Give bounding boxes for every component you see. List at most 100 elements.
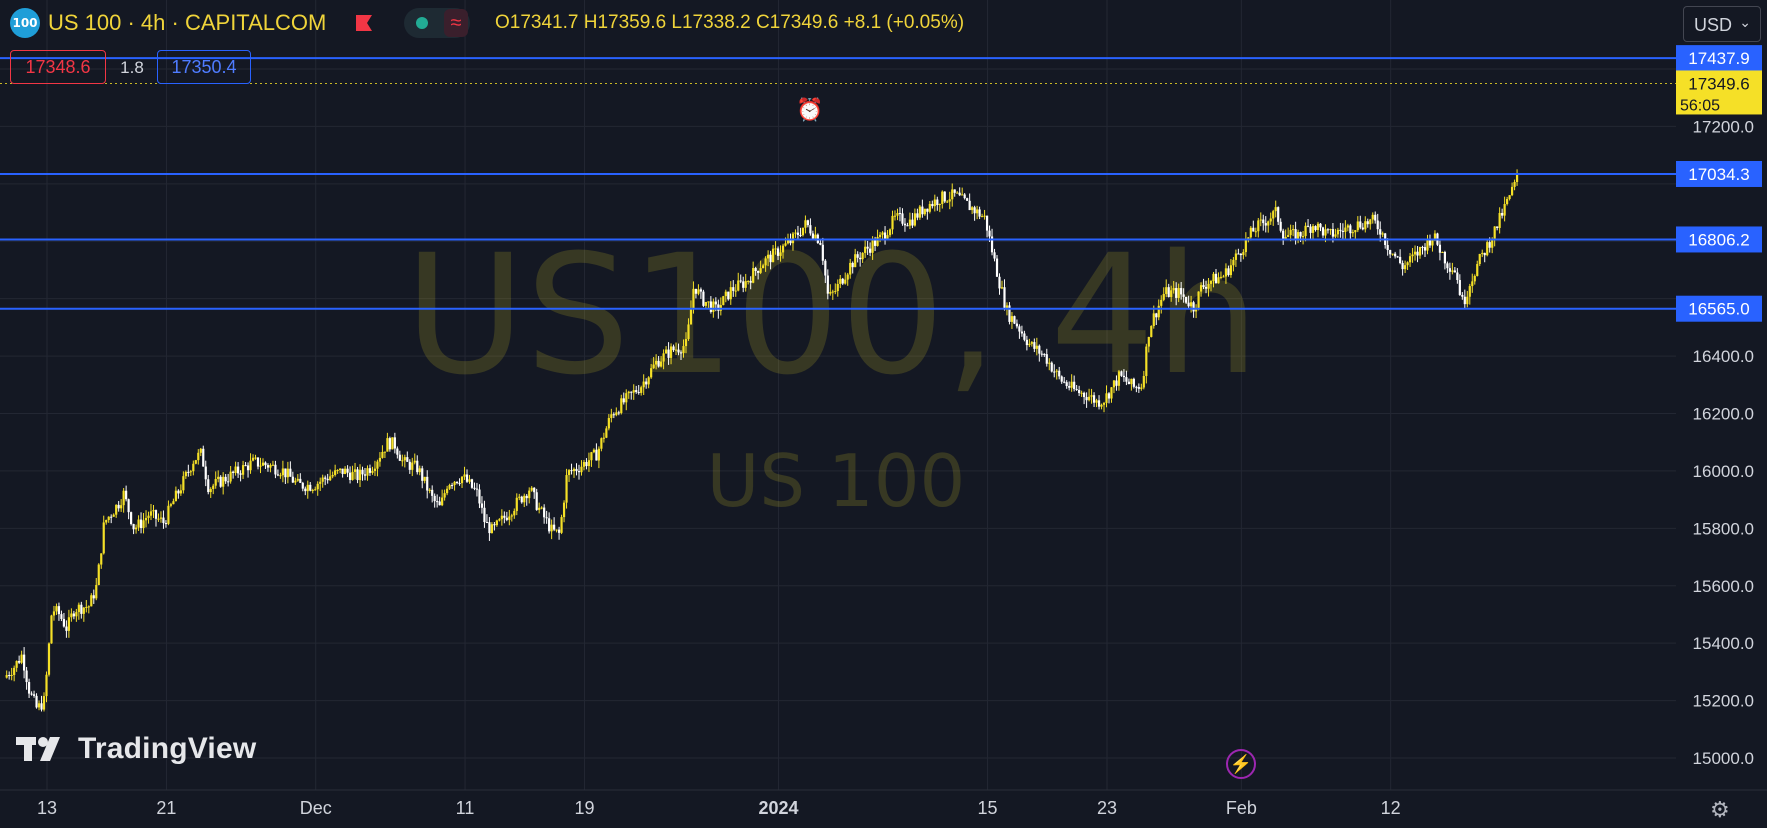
candle-body — [368, 468, 372, 473]
alarm-clock-icon[interactable]: ⏰ — [796, 97, 824, 122]
candle-body — [1110, 387, 1113, 399]
candle-body — [443, 493, 446, 498]
candle-body — [1090, 395, 1093, 397]
candle-body — [958, 192, 961, 196]
symbol-badge[interactable]: 100 — [10, 8, 40, 38]
candle-body — [1379, 229, 1382, 235]
candle-body — [102, 522, 105, 554]
candle-body — [776, 248, 780, 256]
candle-body — [346, 468, 349, 473]
candle-body — [1259, 219, 1262, 221]
level-price-tag[interactable] — [1676, 226, 1762, 253]
candle-body — [326, 478, 329, 481]
candle-body — [806, 220, 810, 226]
candle-body — [769, 254, 772, 263]
candle-body — [869, 248, 872, 253]
candle-body — [291, 476, 294, 483]
candle-body — [1503, 203, 1506, 216]
candle-body — [1033, 342, 1036, 349]
candle-body — [319, 481, 322, 484]
candle-body — [157, 518, 160, 520]
lightning-icon[interactable]: ⚡ — [1226, 749, 1256, 779]
candle-body — [928, 203, 931, 212]
candle-body — [1060, 376, 1063, 382]
candle-body — [941, 191, 944, 204]
market-open-dot-icon[interactable] — [416, 17, 428, 29]
candle-body — [1105, 393, 1108, 403]
candle-body — [1065, 382, 1068, 387]
watermark-sub: US 100 — [707, 439, 966, 523]
candle-body — [1376, 220, 1379, 230]
flag-icon[interactable] — [354, 14, 374, 32]
level-price-label: 17437.9 — [1688, 49, 1749, 68]
candle-body — [963, 194, 966, 199]
candle-body — [883, 232, 887, 239]
candle-body — [655, 360, 658, 365]
candle-body — [742, 281, 745, 288]
candle-body — [149, 511, 153, 516]
candle-body — [577, 471, 581, 473]
candle-body — [304, 488, 307, 492]
candle-body — [1508, 195, 1511, 200]
candle-body — [202, 448, 205, 467]
candle-body — [214, 479, 217, 486]
candle-body — [1351, 232, 1354, 234]
candle-body — [513, 510, 516, 516]
wave-icon[interactable]: ≈ — [444, 9, 468, 37]
candle-body — [62, 618, 66, 627]
tradingview-logo-icon — [16, 737, 60, 761]
candle-body — [1092, 395, 1096, 403]
candle-body — [938, 203, 941, 206]
level-price-tag[interactable] — [1676, 160, 1762, 187]
candle-body — [893, 215, 897, 217]
candle-body — [625, 393, 628, 403]
candle-body — [774, 248, 777, 250]
candle-body — [47, 643, 51, 675]
candle-body — [1068, 386, 1071, 388]
candle-body — [147, 515, 150, 518]
buy-price-button[interactable]: 17350.4 — [157, 50, 251, 84]
candle-body — [1466, 296, 1469, 305]
sell-price-button[interactable]: 17348.6 — [10, 50, 106, 84]
candle-body — [244, 465, 247, 467]
candle-body — [45, 674, 48, 697]
level-price-tag[interactable] — [1676, 295, 1762, 322]
candle-body — [1107, 393, 1111, 399]
candle-body — [30, 693, 33, 695]
candle-body — [864, 246, 867, 253]
candle-body — [913, 213, 917, 226]
candle-body — [794, 232, 797, 234]
candle-body — [518, 496, 521, 498]
candle-body — [1272, 211, 1275, 219]
candle-body — [699, 289, 703, 292]
candle-body — [162, 517, 165, 524]
candle-body — [1301, 236, 1305, 238]
candle-body — [343, 468, 347, 474]
candle-body — [52, 611, 56, 616]
candle-body — [1013, 316, 1016, 324]
level-price-tag[interactable] — [1676, 45, 1762, 72]
currency-select[interactable]: USD ⌄ — [1683, 6, 1761, 42]
x-tick-label: 15 — [978, 798, 998, 818]
candle-body — [500, 515, 503, 520]
candle-body — [388, 438, 391, 450]
candle-body — [998, 276, 1001, 289]
candle-body — [508, 516, 511, 520]
settings-gear-icon[interactable]: ⚙ — [1710, 797, 1730, 822]
candle-body — [861, 252, 864, 260]
candle-body — [296, 478, 299, 481]
candle-body — [105, 519, 108, 523]
candle-body — [543, 507, 546, 518]
symbol-title[interactable]: US 100 · 4h · CAPITALCOM — [48, 10, 327, 35]
candle-body — [393, 437, 396, 449]
candle-body — [1102, 402, 1106, 405]
candle-body — [125, 490, 128, 500]
candle-body — [209, 489, 212, 493]
candle-body — [714, 301, 717, 305]
candle-body — [286, 468, 289, 478]
candle-body — [1003, 287, 1006, 308]
candle-body — [1401, 263, 1404, 270]
candle-body — [535, 492, 538, 510]
candle-body — [1075, 388, 1078, 390]
